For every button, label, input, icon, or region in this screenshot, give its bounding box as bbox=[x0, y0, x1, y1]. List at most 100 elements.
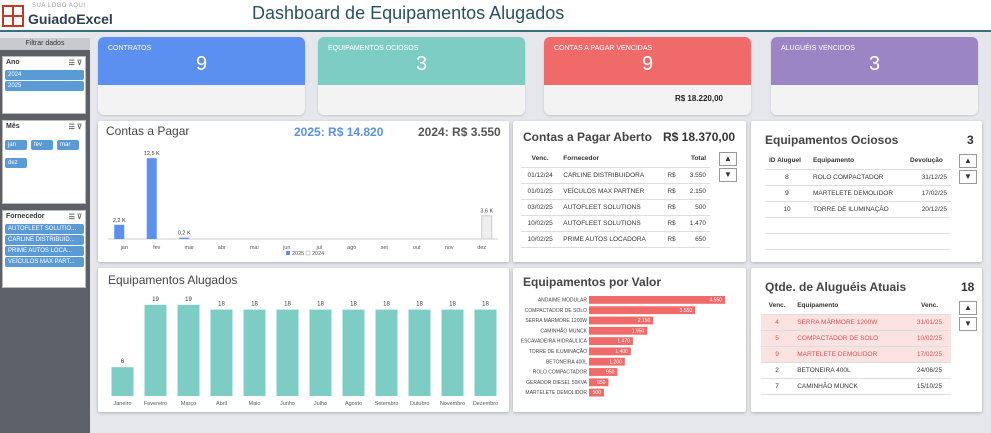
table-cell: 17/02/25 bbox=[908, 346, 951, 363]
table-row[interactable]: 03/02/25 AUTOFLEET SOLUTIONS R$ 500 bbox=[521, 199, 710, 216]
table-cell: R$ bbox=[663, 167, 683, 184]
y-tick-label: COMPACTADOR DE SOLO bbox=[525, 308, 587, 314]
bar-TORRE DE ILUMINAÇÃO[interactable] bbox=[589, 347, 631, 356]
logo-text: GuiadoExcel bbox=[28, 11, 113, 27]
clear-filter-icon[interactable]: ⊽ bbox=[76, 60, 82, 67]
slicer-item-2025[interactable]: 2025 bbox=[5, 81, 84, 91]
kpi-header: EQUIPAMENTOS OCIOSOS 3 bbox=[318, 37, 525, 85]
bar-GERADOR DIESEL 50KVA[interactable] bbox=[589, 378, 609, 387]
bar-COMPACTADOR DE SOLO[interactable] bbox=[589, 306, 696, 315]
bar-ANDAIME MODULAR[interactable] bbox=[589, 296, 725, 304]
bar-ROLO COMPACTADOR[interactable] bbox=[589, 368, 618, 376]
table-row[interactable]: 8 ROLO COMPACTADOR 31/12/25 bbox=[765, 169, 951, 186]
bar-ESCAVADEIRA HIDRÁULICA[interactable] bbox=[589, 337, 633, 345]
slicer-item-fornecedor[interactable]: AUTOFLEET SOLUTIO... bbox=[5, 224, 84, 234]
y-tick-label: ROLO COMPACTADOR bbox=[533, 370, 588, 376]
x-tick-label: Agosto bbox=[345, 401, 362, 407]
table-row[interactable]: 10/02/25 PRIME AUTOS LOCADORA R$ 650 bbox=[521, 231, 710, 248]
multi-select-icon[interactable]: ☰ bbox=[68, 124, 75, 131]
y-tick-label: TORRE DE ILUMINAÇÃO bbox=[529, 348, 587, 355]
bar-Setembro[interactable] bbox=[375, 309, 398, 396]
column-header[interactable]: Fornecedor bbox=[559, 151, 664, 168]
slicer-fornecedor: Fornecedor ☰ ⊽ AUTOFLEET SOLUTIO... CARL… bbox=[2, 210, 86, 288]
data-label: 18 bbox=[218, 302, 225, 308]
scroll-down-button[interactable]: ▼ bbox=[959, 170, 977, 184]
table-row[interactable]: 01/01/25 VEÍCULOS MAX PARTNER R$ 2.150 bbox=[521, 183, 710, 200]
bar-2024-dez[interactable] bbox=[481, 215, 493, 240]
slicer-item-dez[interactable]: dez bbox=[5, 158, 27, 168]
bar-Março[interactable] bbox=[177, 304, 200, 396]
table-cell: 03/02/25 bbox=[521, 199, 560, 216]
table-cell: ROLO COMPACTADOR bbox=[808, 169, 906, 186]
bar-2025-jan[interactable] bbox=[114, 224, 125, 239]
bar-Julho[interactable] bbox=[309, 309, 332, 396]
slicer-mes-label: Mês bbox=[6, 123, 20, 130]
bar-Dezembro[interactable] bbox=[474, 309, 497, 396]
clear-filter-icon[interactable]: ⊽ bbox=[76, 124, 82, 131]
total-aberto: R$ 18.370,00 bbox=[663, 130, 736, 144]
table-row[interactable]: 2 BETONEIRA 400L 24/06/25 bbox=[761, 362, 951, 379]
bar-Outubro[interactable] bbox=[408, 309, 431, 396]
multi-select-icon[interactable]: ☰ bbox=[68, 60, 75, 67]
bar-Maio[interactable] bbox=[243, 309, 266, 396]
legend-swatch-2025 bbox=[286, 251, 290, 255]
table-row[interactable]: 10/02/25 AUTOFLEET SOLUTIONS R$ 1.470 bbox=[521, 215, 710, 232]
x-tick-label: Novembro bbox=[440, 401, 465, 407]
kpi-label: CONTAS A PAGAR VENCIDAS bbox=[554, 45, 653, 52]
data-label: 1.470 bbox=[617, 339, 630, 345]
slicer-item-fornecedor[interactable]: VEÍCULOS MAX PART... bbox=[5, 257, 84, 267]
bar-BETONEIRA 400L[interactable] bbox=[589, 357, 625, 366]
bar-2025-mar[interactable] bbox=[179, 237, 190, 239]
bar-Novembro[interactable] bbox=[441, 309, 464, 396]
panel-ociosos: Equipamentos Ociosos 3 ID Aluguel Equipam… bbox=[751, 121, 982, 262]
scroll-up-button[interactable]: ▲ bbox=[959, 154, 977, 168]
bar-CAMINHÃO MUNCK[interactable] bbox=[589, 326, 648, 335]
scroll-up-button[interactable]: ▲ bbox=[719, 152, 737, 166]
bar-Fevereiro[interactable] bbox=[144, 304, 167, 396]
bar-Abril[interactable] bbox=[210, 309, 233, 396]
table-row[interactable]: 01/12/24 CARLINE DISTRIBUIDORA R$ 3.550 bbox=[521, 167, 710, 184]
column-header[interactable]: ID Aluguel bbox=[765, 153, 809, 170]
column-header[interactable]: Total bbox=[663, 151, 710, 168]
alugueis-count: 18 bbox=[961, 280, 975, 294]
table-row[interactable]: 9 MARTELETE DEMOLIDOR 17/02/25 bbox=[765, 185, 951, 202]
table-cell: SERRA MÁRMORE 1200W bbox=[793, 314, 909, 331]
slicer-item-mar[interactable]: mar bbox=[57, 140, 79, 150]
bar-MARTELETE DEMOLIDOR[interactable] bbox=[589, 388, 604, 397]
bar-2025-fev[interactable] bbox=[146, 158, 157, 239]
panel-equipamentos-alugados: Equipamentos Alugados 6 Janeiro 19 Fevereir… bbox=[98, 268, 509, 412]
slicer-item-fornecedor[interactable]: PRIME AUTOS LOCA... bbox=[5, 246, 84, 256]
slicer-item-jan[interactable]: jan bbox=[5, 140, 27, 150]
table-row[interactable]: 9 MARTELETE DEMOLIDOR 17/02/25 bbox=[761, 346, 951, 363]
column-header[interactable]: Devolução bbox=[905, 153, 951, 170]
bar-Junho[interactable] bbox=[276, 309, 299, 396]
table-row[interactable]: 4 SERRA MÁRMORE 1200W 31/01/25 bbox=[761, 314, 951, 331]
x-tick-label: dez bbox=[477, 245, 486, 251]
multi-select-icon[interactable]: ☰ bbox=[68, 214, 75, 221]
table-row[interactable]: 7 CAMINHÃO MUNCK 15/10/25 bbox=[761, 378, 951, 395]
bar-Janeiro[interactable] bbox=[111, 367, 134, 396]
table-cell: AUTOFLEET SOLUTIONS bbox=[559, 215, 664, 232]
slicer-item-fev[interactable]: fev bbox=[31, 140, 53, 150]
slicer-item-fornecedor[interactable]: CARLINE DISTRIBUID... bbox=[5, 235, 84, 245]
column-header[interactable]: Venc. bbox=[521, 151, 560, 168]
clear-filter-icon[interactable]: ⊽ bbox=[76, 214, 82, 221]
scroll-down-button[interactable]: ▼ bbox=[719, 168, 737, 182]
column-header[interactable]: Venc. bbox=[908, 298, 951, 315]
table-row[interactable]: 10 TORRE DE ILUMINAÇÃO 20/12/25 bbox=[765, 201, 951, 218]
legend-2024: 2024 bbox=[312, 251, 324, 257]
data-label: 18 bbox=[416, 302, 423, 308]
column-header[interactable]: Venc. bbox=[761, 298, 794, 315]
slicer-fornecedor-label: Fornecedor bbox=[6, 213, 45, 220]
column-header[interactable]: Equipamento bbox=[793, 298, 909, 315]
table-row[interactable]: 5 COMPACTADOR DE SOLO 10/02/25 bbox=[761, 330, 951, 347]
bar-SERRA MÁRMORE 1200W[interactable] bbox=[589, 316, 654, 325]
bar-Agosto[interactable] bbox=[342, 309, 365, 396]
data-label: 500 bbox=[593, 390, 602, 396]
column-header[interactable]: Equipamento bbox=[808, 153, 906, 170]
data-label: 19 bbox=[185, 297, 192, 303]
slicer-item-2024[interactable]: 2024 bbox=[5, 70, 84, 80]
scroll-up-button[interactable]: ▲ bbox=[959, 301, 977, 315]
scroll-down-button[interactable]: ▼ bbox=[959, 317, 977, 331]
y-tick-label: ANDAIME MODULAR bbox=[538, 298, 588, 304]
